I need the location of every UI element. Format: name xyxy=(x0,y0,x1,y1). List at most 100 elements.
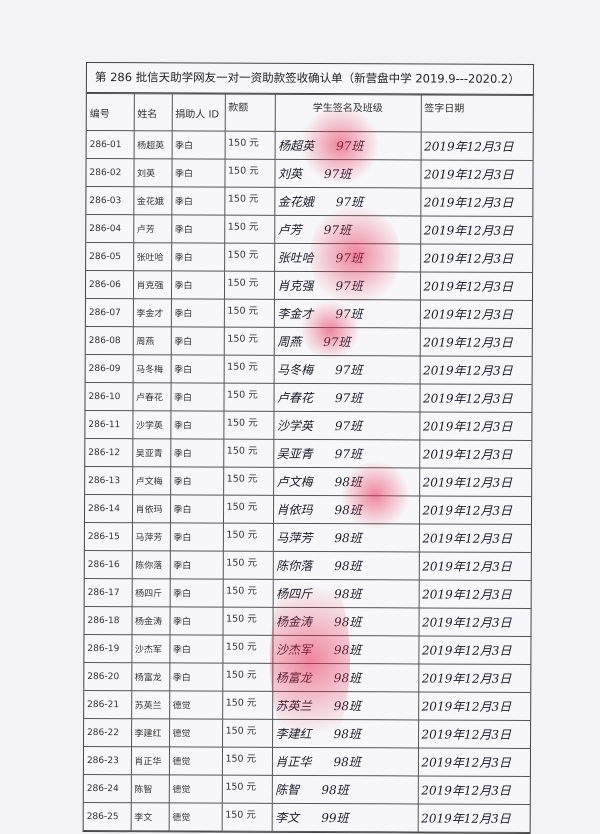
signature-name: 马冬梅 xyxy=(277,362,314,377)
amount: 150 元 xyxy=(224,187,275,216)
signature-name: 沙杰军 xyxy=(275,642,312,657)
table-row: 286-17 杨四斤 季白 150 元杨四斤 98班 2019年12月3日 xyxy=(84,578,531,609)
signature-name: 张吐哈 xyxy=(277,250,314,265)
table-row: 286-11 沙学英 季白 150 元沙学英 97班 2019年12月3日 xyxy=(85,410,532,441)
amount: 150 元 xyxy=(223,271,275,300)
signature-name: 金花娥 xyxy=(277,194,314,209)
student-signature: 肖依玛 98班 xyxy=(272,495,420,524)
signature-name: 肖依玛 xyxy=(276,502,313,517)
student-signature: 马冬梅 97班 xyxy=(273,355,420,384)
table-row: 286-12 吴亚青 季白 150 元吴亚青 97班 2019年12月3日 xyxy=(85,438,532,469)
signature-name: 李建红 xyxy=(275,726,312,741)
header-row: 编号 姓名 捐助人 ID 款额 学生签名及班级 签字日期 xyxy=(86,93,533,133)
donor-id: 季白 xyxy=(170,270,225,300)
signature-class: 97班 xyxy=(335,363,363,378)
row-id: 286-18 xyxy=(84,606,132,635)
signature-name: 苏英兰 xyxy=(275,698,312,713)
sign-date: 2019年12月3日 xyxy=(417,775,530,805)
table-row: 286-06 肖克强 季白 150 元肖克强 97班 2019年12月3日 xyxy=(85,270,533,301)
signature-name: 卢文梅 xyxy=(276,474,313,489)
student-name: 周燕 xyxy=(132,326,171,355)
table-row: 286-08 周燕 季白 150 元周燕 97班 2019年12月3日 xyxy=(85,326,532,357)
donor-id: 季白 xyxy=(169,550,223,580)
row-id: 286-15 xyxy=(84,522,132,551)
student-signature: 周燕 97班 xyxy=(273,327,420,356)
signature-name: 杨富龙 xyxy=(275,670,312,685)
sign-date: 2019年12月3日 xyxy=(418,523,531,553)
amount: 150 元 xyxy=(223,327,274,356)
sign-date: 2019年12月3日 xyxy=(418,607,531,637)
donor-id: 季白 xyxy=(170,466,224,496)
donor-id: 季白 xyxy=(170,354,224,384)
table-row: 286-19 沙杰军 季白 150 元沙杰军 98班 2019年12月3日 xyxy=(84,634,531,665)
sign-date: 2019年12月3日 xyxy=(419,411,532,441)
student-signature: 李文 99班 xyxy=(271,803,418,832)
student-signature: 刘英 97班 xyxy=(274,159,421,188)
table-row: 286-16 陈你落 季白 150 元陈你落 98班 2019年12月3日 xyxy=(84,550,531,581)
signature-name: 杨金涛 xyxy=(276,614,313,629)
sign-date: 2019年12月3日 xyxy=(419,327,532,357)
amount: 150 元 xyxy=(222,523,273,552)
table-row: 286-05 张吐哈 季白 150 元张吐哈 97班 2019年12月3日 xyxy=(86,242,533,273)
signature-name: 杨超英 xyxy=(278,138,315,153)
signature-name: 卢春花 xyxy=(277,390,314,405)
amount: 150 元 xyxy=(224,159,275,188)
student-name: 肖正华 xyxy=(130,746,170,775)
row-id: 286-13 xyxy=(85,466,133,495)
sign-date: 2019年12月3日 xyxy=(419,355,532,385)
sign-date: 2019年12月3日 xyxy=(420,215,533,245)
sign-date: 2019年12月3日 xyxy=(419,383,532,413)
donor-id: 季白 xyxy=(169,634,223,664)
sign-date: 2019年12月3日 xyxy=(418,663,531,693)
student-signature: 李金才 97班 xyxy=(273,299,420,328)
signature-name: 杨四斤 xyxy=(276,586,313,601)
student-name: 刘英 xyxy=(133,158,172,187)
table-row: 286-22 李建红 德觉 150 元李建红 98班 2019年12月3日 xyxy=(84,718,531,749)
sign-date: 2019年12月3日 xyxy=(420,159,533,189)
student-name: 吴亚青 xyxy=(132,438,171,467)
sign-date: 2019年12月3日 xyxy=(420,131,533,161)
table-row: 286-23 肖正华 德觉 150 元肖正华 98班 2019年12月3日 xyxy=(83,746,531,777)
student-name: 卢春花 xyxy=(132,382,171,411)
student-signature: 沙杰军 98班 xyxy=(272,635,419,664)
sign-date: 2019年12月3日 xyxy=(418,579,531,609)
row-id: 286-25 xyxy=(83,802,131,831)
student-name: 沙杰军 xyxy=(131,634,170,663)
student-name: 马冬梅 xyxy=(132,354,171,383)
signature-name: 肖正华 xyxy=(275,754,312,769)
table-row: 286-13 卢文梅 季白 150 元卢文梅 98班 2019年12月3日 xyxy=(85,466,532,497)
signature-class: 97班 xyxy=(336,139,364,154)
signature-class: 97班 xyxy=(335,279,363,294)
amount: 150 元 xyxy=(222,579,273,608)
sign-date: 2019年12月3日 xyxy=(419,299,532,329)
student-name: 李建红 xyxy=(131,718,170,747)
signature-name: 刘英 xyxy=(277,166,303,181)
amount: 150 元 xyxy=(222,663,273,692)
amount: 150 元 xyxy=(224,131,275,160)
student-signature: 吴亚青 97班 xyxy=(273,439,420,468)
row-id: 286-08 xyxy=(85,326,133,355)
amount: 150 元 xyxy=(223,439,274,468)
student-signature: 卢文梅 98班 xyxy=(273,467,420,496)
sign-date: 2019年12月3日 xyxy=(417,803,530,833)
row-id: 286-14 xyxy=(84,494,133,523)
signature-class: 98班 xyxy=(334,615,362,630)
table-row: 286-03 金花娥 季白 150 元金花娥 97班 2019年12月3日 xyxy=(86,186,533,217)
table-row: 286-25 李文 德觉 150 元李文 99班 2019年12月3日 xyxy=(83,802,530,833)
amount: 150 元 xyxy=(222,691,273,720)
student-signature: 肖克强 97班 xyxy=(273,271,421,300)
signature-class: 98班 xyxy=(333,671,362,686)
row-id: 286-12 xyxy=(85,438,133,467)
amount: 150 元 xyxy=(223,355,274,384)
donor-id: 季白 xyxy=(171,130,225,160)
signature-class: 98班 xyxy=(321,783,349,798)
student-signature: 沙学英 97班 xyxy=(273,411,420,440)
student-name: 卢芳 xyxy=(133,214,172,243)
row-id: 286-10 xyxy=(85,382,133,411)
sign-date: 2019年12月3日 xyxy=(418,691,531,721)
table-row: 286-02 刘英 季白 150 元刘英 97班 2019年12月3日 xyxy=(86,158,533,189)
student-signature: 金花娥 97班 xyxy=(274,187,421,216)
sign-date: 2019年12月3日 xyxy=(418,719,531,749)
amount: 150 元 xyxy=(224,243,275,272)
signature-class: 97班 xyxy=(323,335,351,350)
